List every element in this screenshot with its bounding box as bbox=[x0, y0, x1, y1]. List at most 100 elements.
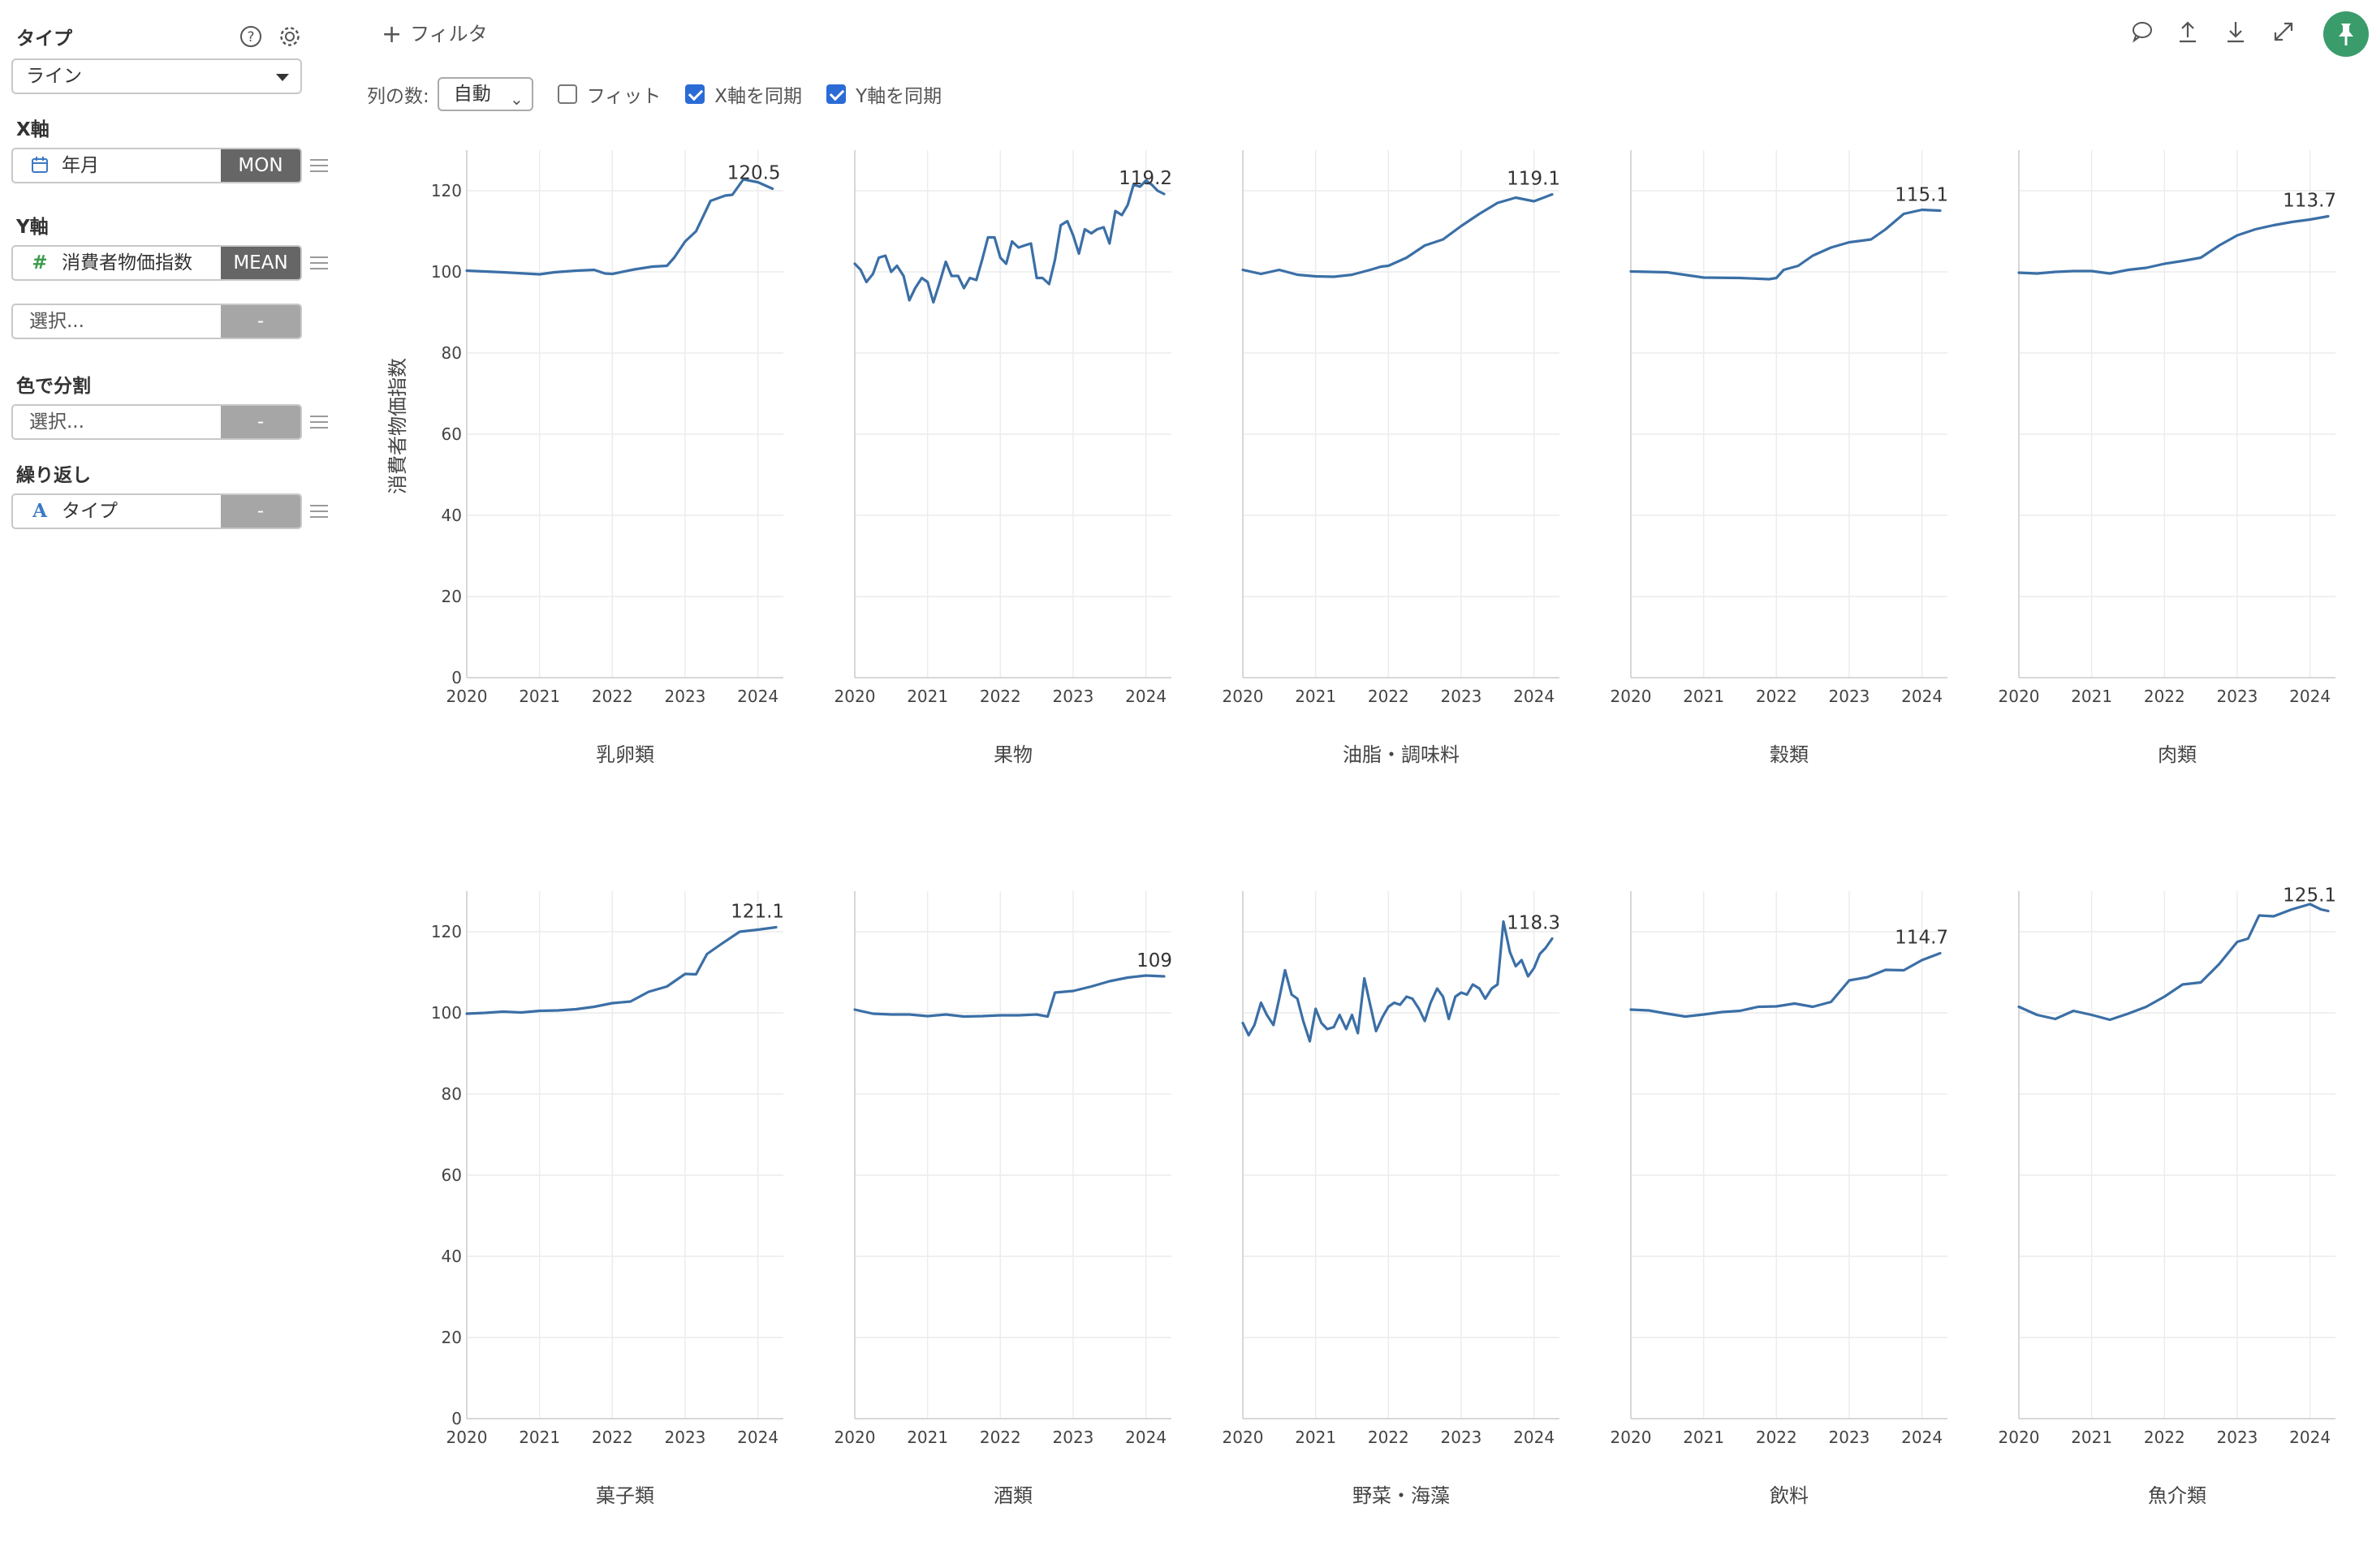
yaxis-menu-icon[interactable] bbox=[310, 256, 328, 269]
chevron-down-icon bbox=[276, 74, 289, 81]
chart-type-select[interactable]: ライン bbox=[11, 58, 302, 94]
chevron-updown-icon: ⌄ bbox=[509, 89, 524, 109]
y-tick-label: 80 bbox=[442, 1084, 462, 1104]
repeat-menu-icon[interactable] bbox=[310, 505, 328, 518]
chart-options-row: 列の数: 自動 ⌄ フィット X軸を同期 Y軸を同期 bbox=[367, 76, 942, 112]
x-tick-label: 2021 bbox=[907, 687, 948, 706]
columns-label: 列の数: bbox=[367, 86, 429, 107]
series-line-4 bbox=[1629, 208, 1942, 281]
yaxis-extra-select: 選択... bbox=[29, 311, 84, 332]
sync-x-checkbox-box[interactable] bbox=[685, 84, 705, 104]
x-tick-label: 2022 bbox=[1756, 687, 1797, 706]
end-value-label: 125.1 bbox=[2283, 885, 2336, 907]
x-tick-label: 2020 bbox=[835, 687, 876, 706]
yaxis-field-name: 消費者物価指数 bbox=[62, 252, 192, 274]
x-tick-label: 2024 bbox=[1901, 687, 1943, 706]
x-tick-label: 2024 bbox=[2289, 1428, 2331, 1447]
x-tick-label: 2024 bbox=[1125, 687, 1167, 706]
y-tick-label: 40 bbox=[442, 506, 462, 525]
pin-button[interactable] bbox=[2323, 11, 2369, 57]
x-tick-label: 2024 bbox=[2289, 687, 2331, 706]
x-tick-label: 2020 bbox=[1611, 687, 1652, 706]
repeat-field-pill[interactable]: A タイプ - bbox=[11, 493, 302, 529]
x-tick-label: 2020 bbox=[1611, 1428, 1652, 1447]
color-menu-icon[interactable] bbox=[310, 416, 328, 429]
x-tick-label: 2022 bbox=[592, 687, 633, 706]
series-line-1 bbox=[465, 178, 774, 276]
end-value-label: 119.2 bbox=[1119, 168, 1172, 189]
x-tick-label: 2020 bbox=[1999, 687, 2040, 706]
x-tick-label: 2023 bbox=[665, 1428, 706, 1447]
expand-icon[interactable] bbox=[2270, 18, 2297, 45]
end-value-label: 118.3 bbox=[1507, 913, 1560, 934]
fit-checkbox[interactable]: フィット bbox=[557, 80, 661, 108]
svg-text:?: ? bbox=[247, 29, 254, 45]
gear-icon[interactable] bbox=[278, 24, 302, 49]
panel-title: 肉類 bbox=[2158, 743, 2197, 766]
series-line-9 bbox=[1629, 951, 1942, 1019]
panel-title: 酒類 bbox=[994, 1484, 1033, 1507]
panel-title: 乳卵類 bbox=[596, 743, 654, 766]
add-filter-button[interactable]: + フィルタ bbox=[382, 18, 488, 49]
x-tick-label: 2020 bbox=[1223, 1428, 1264, 1447]
series-line-5 bbox=[2017, 214, 2330, 275]
xaxis-field-pill[interactable]: 年月 MON bbox=[11, 148, 302, 183]
columns-value: 自動 bbox=[453, 84, 491, 105]
y-axis-title: 消費者物価指数 bbox=[386, 358, 409, 494]
end-value-label: 119.1 bbox=[1507, 169, 1560, 190]
x-tick-label: 2022 bbox=[1368, 687, 1409, 706]
y-tick-label: 80 bbox=[442, 343, 462, 363]
x-tick-label: 2024 bbox=[737, 687, 778, 706]
yaxis-extra-pill[interactable]: 選択... - bbox=[11, 304, 302, 339]
help-icon[interactable]: ? bbox=[239, 24, 263, 49]
chart-type-value: ライン bbox=[26, 66, 82, 87]
y-tick-label: 120 bbox=[431, 181, 462, 200]
repeat-agg[interactable]: - bbox=[221, 495, 300, 528]
sync-y-checkbox-box[interactable] bbox=[826, 84, 847, 104]
yaxis-label: Y軸 bbox=[16, 217, 49, 238]
x-tick-label: 2021 bbox=[1295, 1428, 1336, 1447]
plus-icon: + bbox=[382, 20, 403, 49]
x-tick-label: 2021 bbox=[2071, 687, 2112, 706]
x-tick-label: 2021 bbox=[907, 1428, 948, 1447]
yaxis-agg-button[interactable]: MEAN bbox=[221, 247, 300, 279]
pin-icon bbox=[2339, 24, 2353, 45]
x-tick-label: 2023 bbox=[665, 687, 706, 706]
sync-x-checkbox[interactable]: X軸を同期 bbox=[685, 80, 802, 108]
yaxis-field-pill[interactable]: # 消費者物価指数 MEAN bbox=[11, 245, 302, 281]
sync-y-checkbox[interactable]: Y軸を同期 bbox=[826, 80, 942, 108]
x-tick-label: 2020 bbox=[835, 1428, 876, 1447]
color-field-pill[interactable]: 選択... - bbox=[11, 404, 302, 440]
end-value-label: 121.1 bbox=[731, 902, 784, 923]
color-split-label: 色で分割 bbox=[16, 376, 91, 397]
end-value-label: 120.5 bbox=[727, 163, 781, 184]
xaxis-label: X軸 bbox=[16, 119, 50, 140]
panel-title: 菓子類 bbox=[596, 1484, 654, 1507]
fit-checkbox-box[interactable] bbox=[557, 84, 577, 104]
x-tick-label: 2022 bbox=[1368, 1428, 1409, 1447]
x-tick-label: 2022 bbox=[1756, 1428, 1797, 1447]
x-tick-label: 2021 bbox=[2071, 1428, 2112, 1447]
calendar-icon bbox=[29, 149, 50, 182]
x-tick-label: 2024 bbox=[1125, 1428, 1167, 1447]
xaxis-menu-icon[interactable] bbox=[310, 159, 328, 172]
x-tick-label: 2024 bbox=[1513, 1428, 1555, 1447]
xaxis-agg-button[interactable]: MON bbox=[221, 149, 300, 182]
x-tick-label: 2021 bbox=[1295, 687, 1336, 706]
upload-icon[interactable] bbox=[2174, 18, 2202, 45]
x-tick-label: 2021 bbox=[1683, 687, 1724, 706]
yaxis-extra-agg[interactable]: - bbox=[221, 305, 300, 338]
x-tick-label: 2021 bbox=[1683, 1428, 1724, 1447]
color-agg[interactable]: - bbox=[221, 406, 300, 438]
y-tick-label: 60 bbox=[442, 1165, 462, 1185]
text-a-icon: A bbox=[32, 500, 47, 522]
sidebar: タイプ ? ライン X軸 年月 MON Y軸 # 消費者物価指数 bbox=[0, 0, 341, 1568]
y-tick-label: 100 bbox=[431, 262, 462, 282]
columns-select[interactable]: 自動 ⌄ bbox=[437, 77, 533, 111]
download-icon[interactable] bbox=[2222, 18, 2249, 45]
x-tick-label: 2020 bbox=[446, 1428, 488, 1447]
x-tick-label: 2024 bbox=[1513, 687, 1555, 706]
x-tick-label: 2022 bbox=[980, 1428, 1021, 1447]
comment-icon[interactable] bbox=[2128, 18, 2156, 45]
x-tick-label: 2023 bbox=[2217, 687, 2258, 706]
